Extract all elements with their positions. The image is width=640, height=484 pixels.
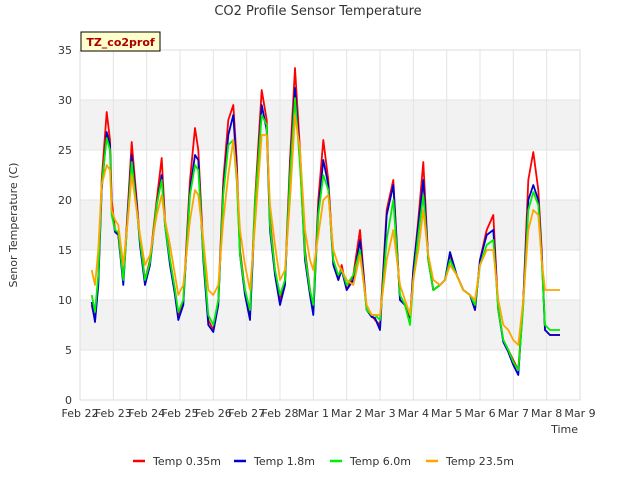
y-tick-label-2: 10 bbox=[58, 294, 72, 307]
legend-label-2: Temp 6.0m bbox=[349, 455, 411, 468]
x-tick-label-8: Mar 2 bbox=[331, 407, 362, 420]
band-0 bbox=[80, 300, 580, 350]
x-tick-label-15: Mar 9 bbox=[564, 407, 595, 420]
x-tick-label-11: Mar 5 bbox=[431, 407, 462, 420]
y-tick-label-3: 15 bbox=[58, 244, 72, 257]
y-axis-label: Senor Temperature (C) bbox=[7, 163, 20, 288]
x-tick-label-0: Feb 22 bbox=[62, 407, 99, 420]
x-tick-label-14: Mar 8 bbox=[531, 407, 562, 420]
x-tick-label-6: Feb 28 bbox=[262, 407, 299, 420]
y-tick-label-7: 35 bbox=[58, 44, 72, 57]
x-tick-label-5: Feb 27 bbox=[228, 407, 265, 420]
legend-label-1: Temp 1.8m bbox=[253, 455, 315, 468]
y-tick-label-6: 30 bbox=[58, 94, 72, 107]
x-tick-label-1: Feb 23 bbox=[95, 407, 132, 420]
x-tick-label-2: Feb 24 bbox=[128, 407, 165, 420]
y-tick-label-1: 5 bbox=[65, 344, 72, 357]
x-tick-label-13: Mar 7 bbox=[498, 407, 529, 420]
y-axis-ticks: 0 5 10 15 20 25 30 35 bbox=[58, 44, 72, 407]
x-tick-label-3: Feb 25 bbox=[162, 407, 199, 420]
y-tick-label-5: 25 bbox=[58, 144, 72, 157]
y-tick-label-0: 0 bbox=[65, 394, 72, 407]
band-2 bbox=[80, 100, 580, 150]
x-tick-label-4: Feb 26 bbox=[195, 407, 232, 420]
chart-title: CO2 Profile Sensor Temperature bbox=[214, 4, 421, 19]
plot-frame bbox=[79, 49, 581, 401]
legend-label-0: Temp 0.35m bbox=[152, 455, 221, 468]
series-line-3 bbox=[90, 114, 560, 346]
x-tick-label-12: Mar 6 bbox=[464, 407, 495, 420]
x-tick-label-9: Mar 3 bbox=[364, 407, 395, 420]
site-label-box: TZ_co2prof bbox=[80, 31, 161, 52]
site-label: TZ_co2prof bbox=[86, 36, 155, 49]
x-tick-label-10: Mar 4 bbox=[398, 407, 429, 420]
y-tick-label-4: 20 bbox=[58, 194, 72, 207]
x-axis-label: Time bbox=[550, 423, 578, 436]
series-lines bbox=[90, 67, 560, 376]
legend: Temp 0.35m Temp 1.8m Temp 6.0m Temp 23.5m bbox=[133, 455, 514, 468]
legend-label-3: Temp 23.5m bbox=[445, 455, 514, 468]
x-tick-label-7: Mar 1 bbox=[298, 407, 329, 420]
